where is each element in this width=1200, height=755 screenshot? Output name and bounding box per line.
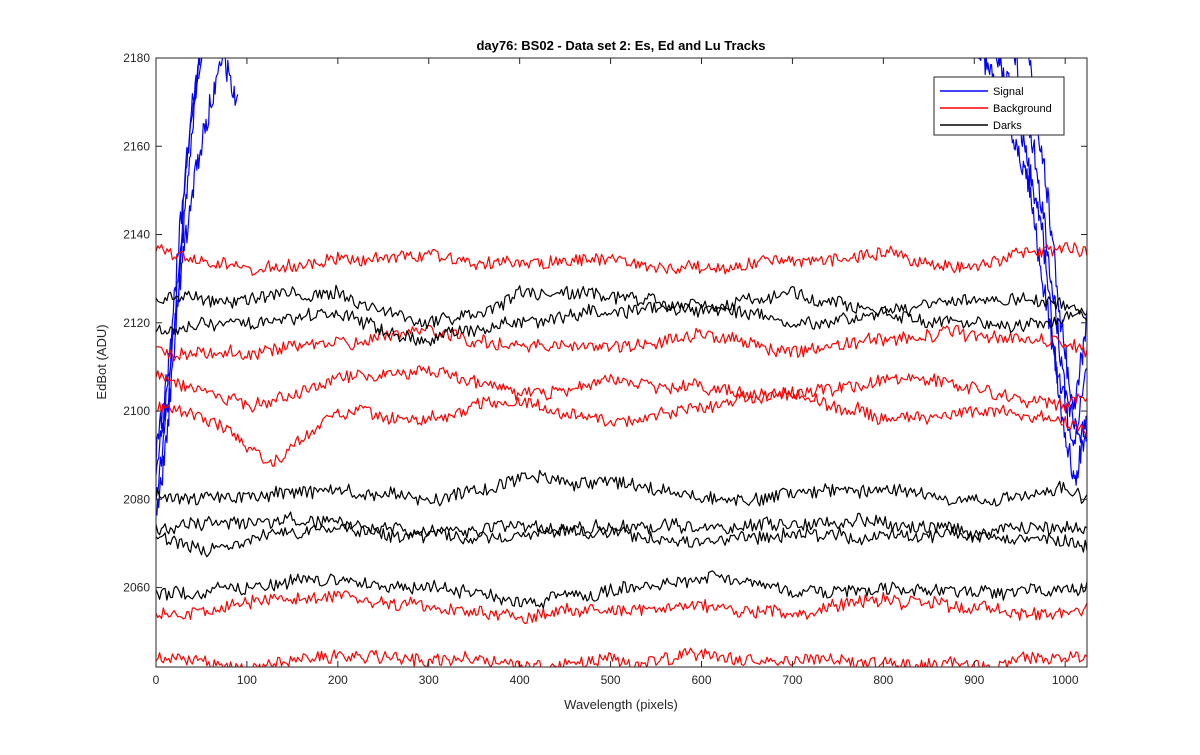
- series-line-background: [156, 242, 1087, 276]
- series-line-darks: [156, 511, 1087, 543]
- series-line-background: [156, 365, 1087, 413]
- legend-label: Darks: [993, 120, 1022, 132]
- x-tick-label: 1000: [1052, 673, 1079, 687]
- x-tick-label: 800: [873, 673, 893, 687]
- series-line-darks: [156, 284, 1087, 329]
- y-tick-label: 2140: [123, 228, 150, 242]
- series-line-darks: [156, 469, 1087, 507]
- series-line-background: [156, 324, 1087, 362]
- series-line-darks: [156, 521, 1087, 558]
- x-axis: 0 100 200 300 400 500 600 700 800 900 1000: [153, 58, 1079, 687]
- series-line-background: [156, 386, 1087, 467]
- legend-label: Background: [993, 103, 1052, 115]
- y-tick-label: 2180: [123, 51, 150, 65]
- x-tick-label: 100: [237, 673, 257, 687]
- x-tick-label: 0: [153, 673, 160, 687]
- series-line-background: [156, 590, 1087, 625]
- y-axis-label: EdBot (ADU): [94, 324, 109, 399]
- x-tick-label: 900: [964, 673, 984, 687]
- series-line-darks: [156, 298, 1087, 347]
- plot-area: [156, 58, 1087, 667]
- plot-frame: [155, 57, 1088, 668]
- y-tick-label: 2080: [123, 492, 150, 506]
- y-tick-label: 2100: [123, 404, 150, 418]
- x-axis-label: Wavelength (pixels): [564, 697, 678, 712]
- chart-title: day76: BS02 - Data set 2: Es, Ed and Lu …: [476, 38, 765, 53]
- series-line-signal: [156, 58, 201, 501]
- x-tick-label: 200: [328, 673, 348, 687]
- series-line-signal: [156, 58, 239, 466]
- x-tick-label: 400: [510, 673, 530, 687]
- series-line-signal: [995, 58, 1087, 486]
- y-tick-label: 2160: [123, 139, 150, 153]
- x-tick-label: 600: [691, 673, 711, 687]
- series-line-signal: [978, 58, 1087, 447]
- legend: Signal Background Darks: [933, 76, 1065, 136]
- y-axis: 2060 2080 2100 2120 2140 2160 2180: [123, 51, 1087, 595]
- y-tick-label: 2120: [123, 316, 150, 330]
- legend-box: [933, 76, 1065, 136]
- legend-label: Signal: [993, 86, 1024, 98]
- x-tick-label: 300: [419, 673, 439, 687]
- y-tick-label: 2060: [123, 581, 150, 595]
- x-tick-label: 500: [601, 673, 621, 687]
- x-tick-label: 700: [782, 673, 802, 687]
- series-line-darks: [156, 570, 1087, 609]
